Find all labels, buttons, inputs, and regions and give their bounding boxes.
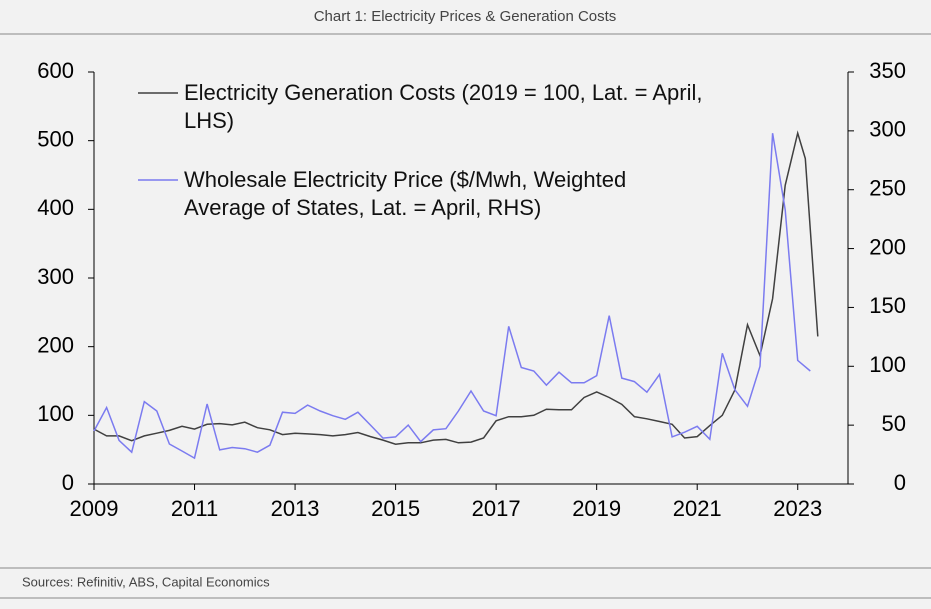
- y-tick-label: 500: [37, 126, 74, 151]
- y2-tick-label: 250: [869, 176, 906, 201]
- y-tick-label: 0: [62, 470, 74, 495]
- y2-tick-label: 150: [869, 293, 906, 318]
- x-tick-label: 2019: [572, 496, 621, 521]
- x-tick-label: 2015: [371, 496, 420, 521]
- y-tick-label: 400: [37, 195, 74, 220]
- source: Sources: Refinitiv, ABS, Capital Economi…: [22, 574, 270, 589]
- y-tick-label: 300: [37, 264, 74, 289]
- x-tick-label: 2009: [70, 496, 119, 521]
- x-tick-label: 2017: [472, 496, 521, 521]
- y-tick-label: 100: [37, 401, 74, 426]
- x-tick-label: 2011: [171, 496, 218, 521]
- y2-tick-label: 200: [869, 234, 906, 259]
- y2-tick-label: 50: [882, 411, 906, 436]
- series-line: [93, 133, 811, 460]
- x-tick-label: 2021: [673, 496, 722, 521]
- y2-tick-label: 350: [869, 58, 906, 83]
- x-tick-label: 2013: [271, 496, 320, 521]
- chart-title: Chart 1: Electricity Prices & Generation…: [314, 8, 617, 25]
- y2-tick-label: 300: [869, 117, 906, 142]
- y-tick-label: 200: [37, 332, 74, 357]
- y2-tick-label: 100: [869, 352, 906, 377]
- legend-entry: Electricity Generation Costs (2019 = 100…: [184, 80, 703, 133]
- y2-tick-label: 0: [894, 470, 906, 495]
- legend-entry: Wholesale Electricity Price ($/Mwh, Weig…: [184, 167, 627, 220]
- x-tick-label: 2023: [773, 496, 822, 521]
- y-tick-label: 600: [37, 58, 74, 83]
- series-line: [93, 130, 819, 445]
